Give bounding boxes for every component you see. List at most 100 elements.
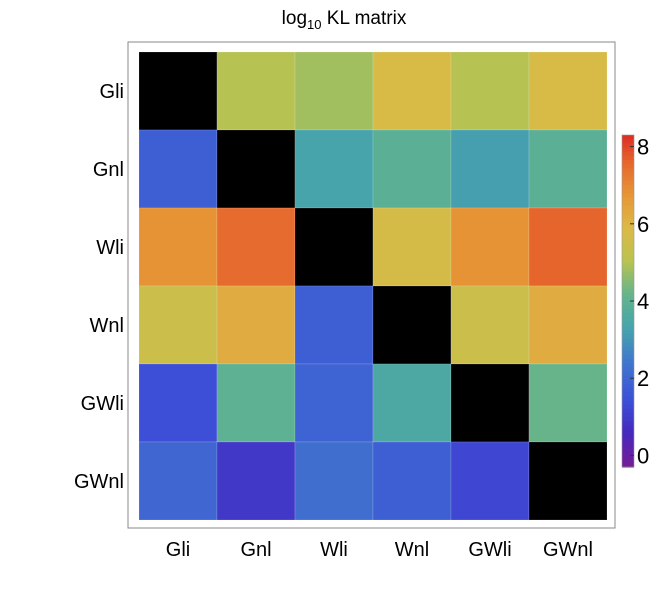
y-tick-label-gwnl: GWnl — [74, 471, 124, 493]
colorbar-segment — [622, 172, 634, 178]
colorbar-segment — [622, 164, 634, 169]
colorbar-segment — [622, 209, 634, 215]
colorbar-tick-label: 0 — [637, 443, 649, 468]
colorbar-segment — [622, 437, 634, 443]
colorbar-segment — [622, 433, 634, 439]
x-tick-label-gli: Gli — [166, 539, 190, 561]
colorbar-segment — [622, 330, 634, 335]
heatmap-cell-gnl-gwli — [450, 129, 530, 209]
heatmap-cell-wli-gli — [138, 207, 218, 287]
heatmap-cell-wnl-gnl — [216, 285, 296, 365]
colorbar-segment — [622, 429, 634, 435]
y-tick-label-wli: Wli — [96, 237, 124, 259]
colorbar-segment — [622, 280, 634, 285]
colorbar-segment — [622, 442, 634, 447]
colorbar-segment — [622, 313, 634, 319]
x-axis-labels: Gli Gnl Wli Wnl GWli GWnl — [166, 539, 593, 561]
colorbar-segment — [622, 367, 634, 373]
heatmap-cell-gli-gnl — [216, 51, 296, 131]
colorbar-segment — [622, 238, 634, 244]
y-tick-label-wnl: Wnl — [90, 315, 124, 337]
colorbar-segment — [622, 242, 634, 248]
colorbar-segment — [622, 193, 634, 198]
colorbar-segment — [622, 288, 634, 294]
heatmap-cell-wnl-gwnl — [528, 285, 608, 365]
colorbar-segment — [622, 359, 634, 364]
colorbar-segment — [622, 159, 634, 165]
colorbar-segment — [622, 354, 634, 360]
colorbar-segment — [622, 417, 634, 422]
colorbar-segment — [622, 230, 634, 236]
y-tick-label-gwli: GWli — [81, 393, 124, 415]
colorbar-segment — [622, 251, 634, 256]
colorbar-segment — [622, 450, 634, 456]
colorbar-segment — [622, 325, 634, 331]
colorbar-segment — [622, 271, 634, 277]
colorbar-segment — [622, 425, 634, 431]
colorbar-segment — [622, 458, 634, 464]
colorbar-segment — [622, 284, 634, 290]
heatmap-cell-wnl-wli — [294, 285, 374, 365]
colorbar-segment — [622, 454, 634, 460]
colorbar-segment — [622, 168, 634, 173]
heatmap-cell-gwnl-wli — [294, 441, 374, 521]
colorbar-segment — [622, 338, 634, 344]
y-tick-label-gli: Gli — [100, 81, 124, 103]
colorbar-segment — [622, 342, 634, 348]
colorbar-segment — [622, 371, 634, 377]
heatmap-cell-gwli-wnl — [372, 363, 452, 443]
colorbar-segment — [622, 384, 634, 389]
heatmap-cell-gnl-gwnl — [528, 129, 608, 209]
colorbar-segment — [622, 321, 634, 327]
heatmap-cell-wli-gwli — [450, 207, 530, 287]
colorbar-segment — [622, 317, 634, 323]
colorbar-segment — [622, 234, 634, 240]
chart-title: log10 KL matrix — [282, 8, 407, 32]
heatmap-cell-wli-gnl — [216, 207, 296, 287]
heatmap-cell-gli-wnl — [372, 51, 452, 131]
heatmap-cell-gli-gwnl — [528, 51, 608, 131]
colorbar-segment — [622, 176, 634, 182]
colorbar-segment — [622, 222, 634, 227]
colorbar-segment — [622, 388, 634, 393]
x-tick-label-wli: Wli — [320, 539, 348, 561]
colorbar-segment — [622, 255, 634, 261]
heatmap-cell-gwnl-gwli — [450, 441, 530, 521]
colorbar-segment — [622, 135, 634, 140]
colorbar-segment — [622, 184, 634, 190]
colorbar-segment — [622, 301, 634, 306]
colorbar-segment — [622, 276, 634, 281]
colorbar-tick-label: 6 — [637, 212, 649, 237]
heatmap-cell-wnl-wnl — [372, 285, 452, 365]
colorbar-segment — [622, 205, 634, 211]
colorbar-segment — [622, 201, 634, 207]
heatmap-cell-wli-gwnl — [528, 207, 608, 287]
colorbar-segment — [622, 462, 634, 468]
heatmap-cell-gwnl-gnl — [216, 441, 296, 521]
colorbar-segment — [622, 259, 634, 265]
heatmap-cells — [138, 51, 608, 521]
colorbar-segment — [622, 197, 634, 202]
heatmap-cell-gli-gwli — [450, 51, 530, 131]
colorbar: 0 2 4 6 8 — [621, 135, 649, 468]
colorbar-segment — [622, 151, 634, 157]
heatmap-cell-wli-wli — [294, 207, 374, 287]
heatmap-cell-gwli-gwnl — [528, 363, 608, 443]
colorbar-segment — [622, 396, 634, 402]
colorbar-segment — [622, 155, 634, 161]
colorbar-segment — [622, 263, 634, 269]
colorbar-segment — [622, 421, 634, 427]
x-tick-label-gwnl: GWnl — [543, 539, 593, 561]
heatmap-cell-gwli-gnl — [216, 363, 296, 443]
colorbar-tick-label: 2 — [637, 366, 649, 391]
colorbar-segment — [622, 404, 634, 410]
x-tick-label-gnl: Gnl — [240, 539, 271, 561]
colorbar-segment — [622, 180, 634, 186]
colorbar-segment — [622, 346, 634, 352]
colorbar-segment — [622, 305, 634, 310]
colorbar-segment — [622, 309, 634, 315]
colorbar-segment — [622, 188, 634, 194]
colorbar-segment — [622, 446, 634, 451]
colorbar-segment — [622, 139, 634, 144]
heatmap-cell-wnl-gli — [138, 285, 218, 365]
